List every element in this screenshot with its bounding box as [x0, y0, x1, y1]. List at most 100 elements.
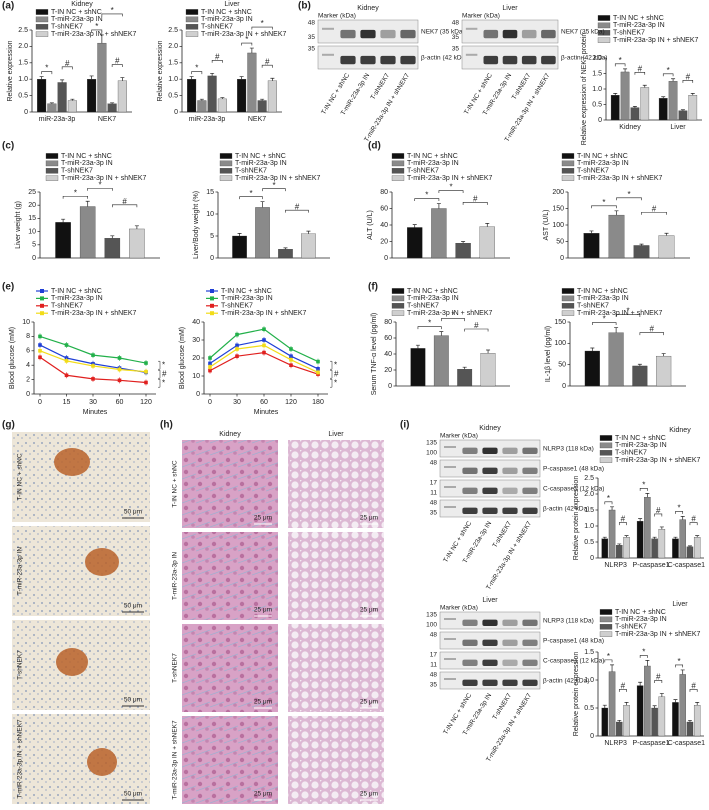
legend-swatch [561, 168, 575, 174]
sig-bracket [639, 488, 648, 491]
sig-bracket [41, 71, 53, 75]
row-label: T-IN NC + shNC [17, 453, 24, 500]
protein-band [462, 619, 478, 626]
sig-label: # [162, 369, 167, 378]
sig-bracket [239, 196, 263, 200]
error-bar [462, 366, 467, 370]
error-bar [614, 327, 619, 333]
sig-bracket [91, 29, 103, 33]
protein-band [502, 507, 518, 514]
protein-band [482, 639, 498, 646]
legend-swatch [391, 175, 405, 181]
marker-label: 35 [308, 34, 316, 41]
sig-label: # [334, 369, 339, 378]
y-tick-label: 0 [388, 383, 392, 390]
protein-band [483, 55, 499, 65]
sig-label: # [691, 682, 696, 691]
legend-swatch [599, 624, 613, 630]
point [316, 359, 320, 364]
point [208, 356, 212, 360]
scale-label: 50 μm [124, 791, 142, 798]
protein-band [502, 679, 518, 686]
error-bar [249, 47, 254, 53]
legend-label: T-shNEK7 [235, 168, 267, 175]
scale-label: 50 μm [124, 509, 142, 516]
legend-swatch [561, 288, 575, 294]
bar [37, 79, 47, 113]
x-tick-label: 30 [89, 399, 97, 406]
error-bar [680, 516, 685, 520]
row-label: T-miR-23a-3p IN + shNEK7 [172, 720, 179, 800]
y-tick-label: 150 [552, 205, 564, 212]
bar [601, 538, 609, 559]
legend-label: T-miR-23a-3p IN + shNEK7 [51, 310, 136, 317]
sig-label: # [656, 673, 661, 682]
bar [616, 721, 623, 737]
error-bar [89, 75, 94, 80]
bar [688, 95, 698, 121]
row-label: T-miR-23a-3p IN [172, 552, 179, 600]
protein-band [482, 679, 498, 686]
legend-label: T-miR-23a-3p IN + shNEK7 [615, 457, 700, 464]
row-label: T-miR-23a-3p IN [17, 547, 24, 595]
protein-band [482, 487, 498, 494]
error-bar [638, 518, 643, 522]
band-label: β-actin (42 kDa) [421, 55, 467, 62]
sig-bracket [438, 190, 464, 194]
bar [479, 226, 495, 259]
bar [658, 235, 675, 259]
protein-band [483, 29, 499, 39]
y-tick-label: 100 [554, 340, 566, 347]
legend-marker [40, 311, 44, 316]
y-axis-label: ALT (U/L) [367, 210, 374, 240]
legend-label: T-IN NC + shNC [51, 9, 102, 16]
protein-band [462, 659, 478, 666]
y-tick-label: 0.5 [18, 92, 28, 99]
protein-band [502, 619, 518, 626]
row-label: T-shNEK7 [17, 650, 24, 680]
sig-bracket [241, 42, 253, 46]
protein-band [462, 447, 478, 454]
point [235, 332, 239, 337]
bar [407, 227, 423, 259]
legend-swatch [599, 616, 613, 623]
marker-band [444, 466, 456, 468]
y-axis-label: Blood glucose (mM) [179, 327, 186, 389]
marker-band [444, 486, 456, 488]
sig-label: * [678, 657, 681, 666]
error-bar [85, 200, 90, 207]
protein-band [482, 507, 498, 514]
x-tick-label: 120 [285, 399, 297, 406]
legend-label: T-shNEK7 [201, 24, 233, 31]
bar [616, 545, 623, 559]
x-tick-label: NEK7 [248, 116, 266, 123]
sig-label: * [162, 378, 165, 387]
marker-title: Marker (kDa) [440, 605, 478, 612]
error-bar [687, 719, 692, 722]
sig-label: # [638, 64, 643, 73]
sig-label: * [334, 360, 337, 369]
y-tick-label: 60 [380, 205, 388, 212]
marker-label: 48 [430, 500, 438, 507]
error-bar [613, 92, 618, 96]
legend-label: T-IN NC + shNC [235, 153, 286, 160]
marker-band [322, 27, 334, 30]
bar [97, 42, 107, 113]
point [235, 354, 239, 358]
legend-swatch [35, 9, 49, 15]
sig-bracket [158, 369, 161, 379]
bar [55, 222, 71, 259]
sig-label: # [65, 59, 70, 68]
sig-bracket [654, 680, 663, 683]
legend-swatch [45, 160, 59, 167]
sig-label: # [621, 515, 626, 524]
x-tick-label: 60 [260, 399, 268, 406]
point [235, 347, 239, 351]
sig-label: * [642, 648, 645, 657]
y-tick-label: 0.5 [584, 705, 594, 712]
y-tick-label: 20 [28, 202, 36, 209]
legend-label: T-miR-23a-3p IN [615, 616, 667, 623]
legend-swatch [45, 175, 59, 181]
sig-bracket [285, 209, 309, 213]
sig-bracket [689, 689, 698, 692]
